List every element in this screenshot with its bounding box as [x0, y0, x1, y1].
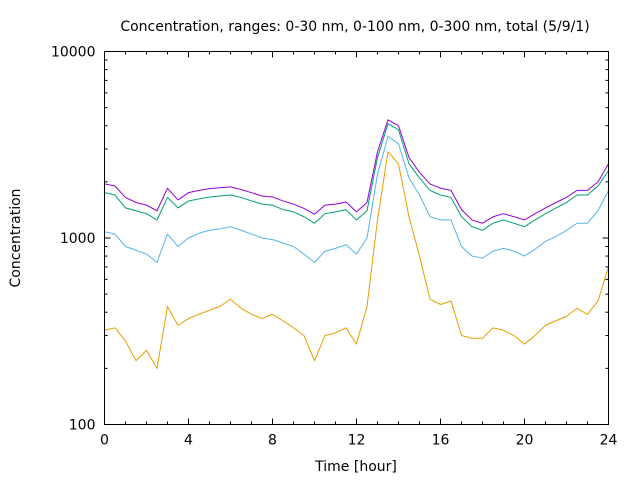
series-line-2	[104, 136, 609, 263]
y-tick-label: 10000	[51, 45, 96, 61]
plot-frame	[104, 51, 609, 425]
x-axis-label: Time [hour]	[314, 459, 397, 475]
x-tick-label: 20	[516, 433, 534, 449]
series-line-4	[104, 119, 609, 224]
x-tick-label: 16	[432, 433, 450, 449]
x-tick-label: 12	[348, 433, 366, 449]
series-line-1	[104, 151, 609, 369]
x-tick-label: 24	[600, 433, 618, 449]
y-tick-label: 100	[69, 418, 96, 434]
x-axis-ticks: 0 4 8 12 16 20 24	[100, 51, 618, 449]
x-tick-label: 0	[100, 433, 109, 449]
plot-lines	[104, 119, 609, 369]
chart-title: Concentration, ranges: 0-30 nm, 0-100 nm…	[120, 19, 589, 35]
y-axis-label: Concentration	[8, 188, 24, 287]
x-tick-label: 8	[268, 433, 277, 449]
y-axis-ticks: 100 1000 10000	[51, 45, 609, 434]
y-tick-label: 1000	[60, 231, 96, 247]
series-line-3	[104, 123, 609, 231]
x-tick-label: 4	[184, 433, 193, 449]
